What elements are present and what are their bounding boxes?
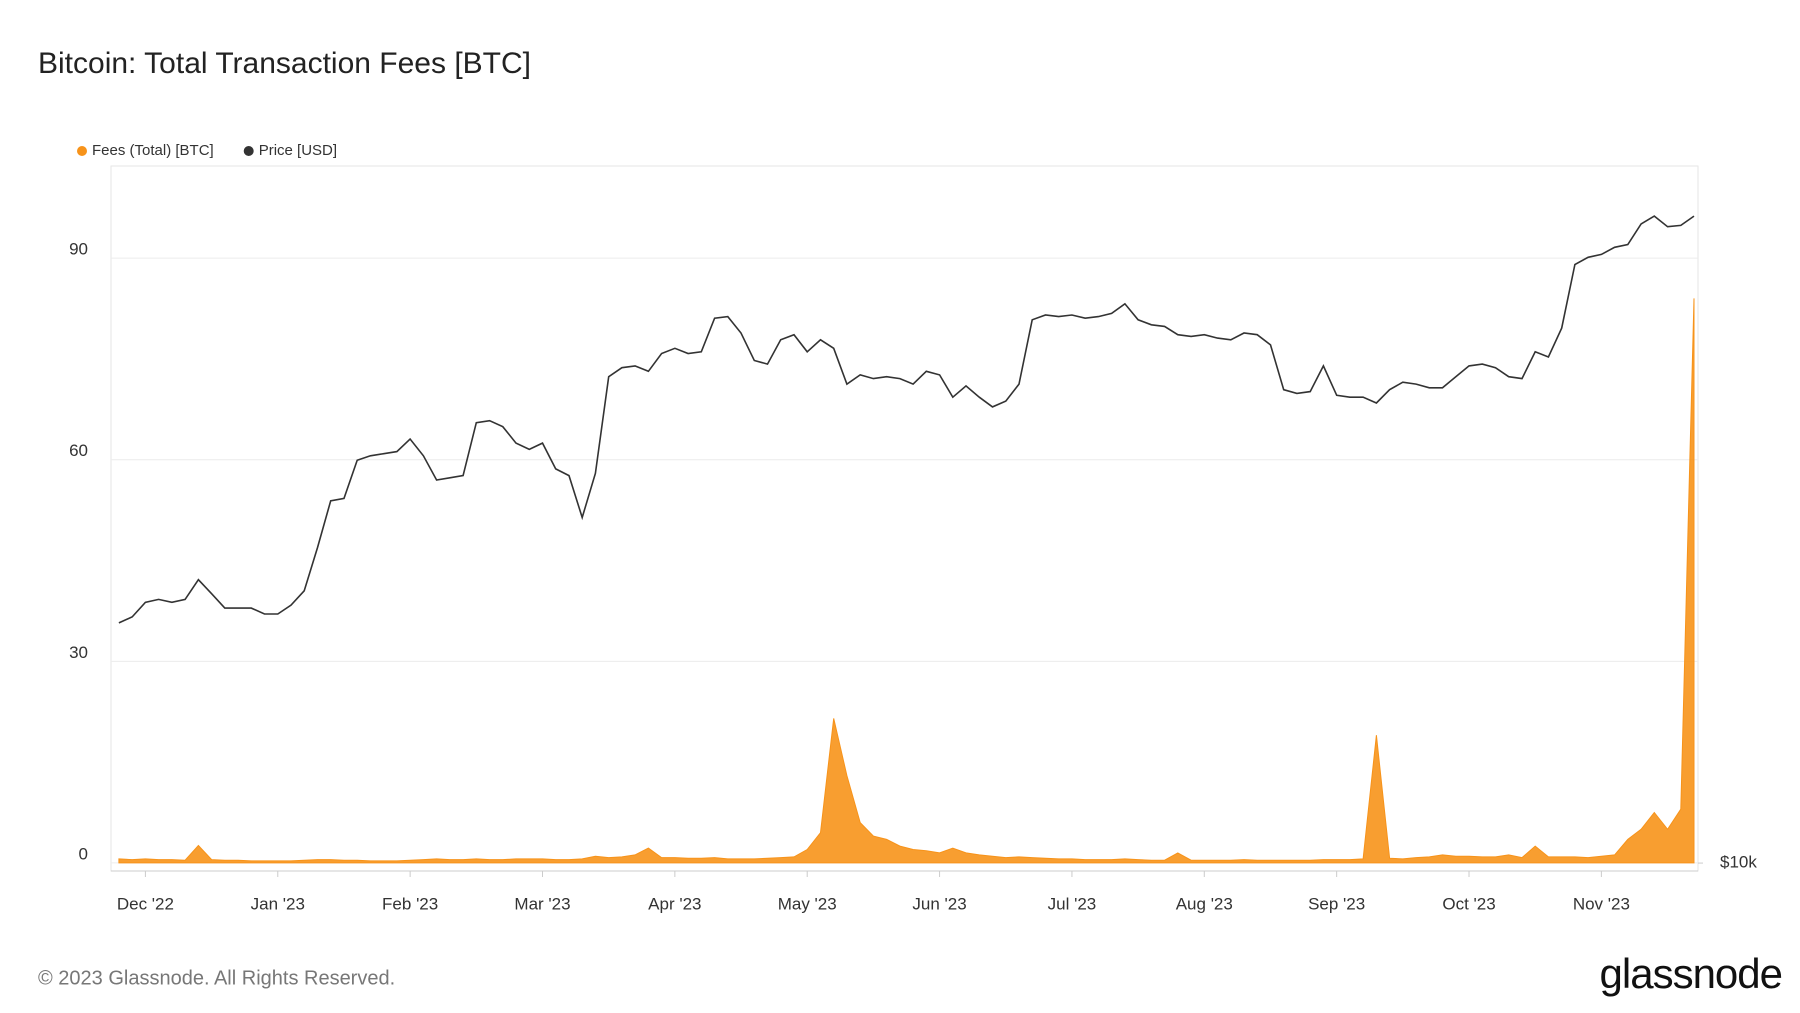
- legend-marker: [243, 146, 254, 156]
- x-tick-label: May '23: [778, 894, 837, 913]
- legend-label: Fees (Total) [BTC]: [92, 142, 214, 159]
- fees-area: [118, 298, 1695, 864]
- x-tick-label: Oct '23: [1442, 894, 1495, 913]
- x-tick-label: Dec '22: [117, 894, 174, 913]
- y-tick-label: 90: [69, 240, 88, 259]
- x-tick-label: Aug '23: [1176, 894, 1233, 913]
- legend-label: Price [USD]: [259, 142, 337, 159]
- x-tick-label: Jul '23: [1048, 894, 1097, 913]
- x-tick-label: Feb '23: [382, 894, 438, 913]
- plot-frame: [110, 165, 1699, 872]
- x-tick-label: Apr '23: [648, 894, 701, 913]
- x-tick-label: Jan '23: [251, 894, 305, 913]
- y-tick-label: 60: [69, 441, 88, 460]
- x-tick-label: Nov '23: [1573, 894, 1630, 913]
- y2-tick-label: $10k: [1720, 853, 1757, 872]
- y-tick-label: 0: [79, 844, 88, 863]
- logo: glassnode: [1600, 950, 1782, 997]
- price-line: [118, 215, 1695, 624]
- x-tick-label: Mar '23: [514, 894, 570, 913]
- x-tick-label: Jun '23: [912, 894, 966, 913]
- legend-marker: [77, 146, 87, 156]
- x-tick-label: Sep '23: [1308, 894, 1365, 913]
- y-tick-label: 30: [69, 643, 88, 662]
- chart-title: Bitcoin: Total Transaction Fees [BTC]: [38, 47, 531, 80]
- footer: © 2023 Glassnode. All Rights Reserved.: [38, 967, 395, 989]
